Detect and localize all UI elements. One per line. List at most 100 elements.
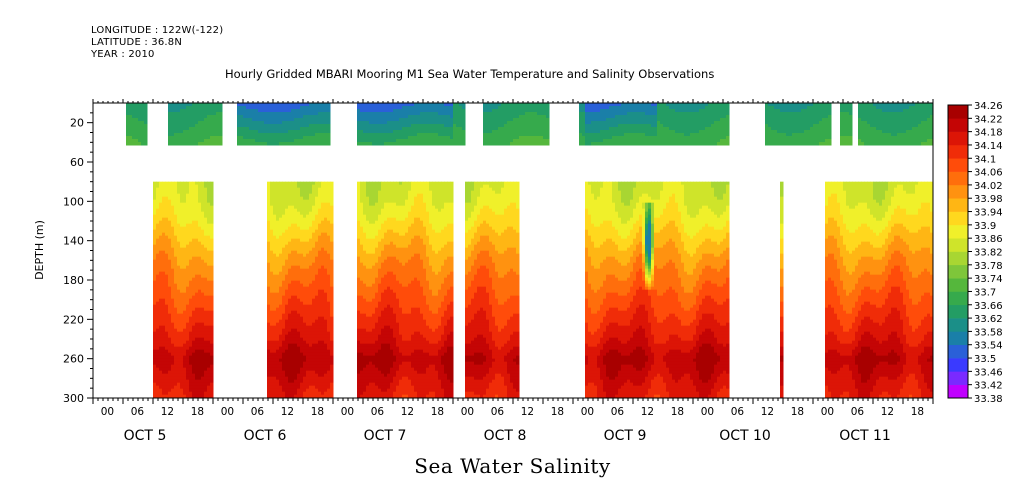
salinity-cell: [360, 187, 364, 192]
salinity-cell: [282, 355, 286, 360]
salinity-cell: [396, 253, 400, 258]
salinity-cell: [162, 358, 166, 363]
salinity-cell: [267, 271, 271, 276]
salinity-cell: [396, 391, 400, 396]
salinity-cell: [168, 226, 172, 231]
salinity-cell: [432, 259, 436, 264]
salinity-cell: [162, 286, 166, 291]
salinity-cell: [360, 244, 364, 249]
salinity-cell: [318, 202, 322, 207]
salinity-cell: [156, 202, 160, 207]
salinity-cell: [324, 388, 328, 393]
salinity-cell: [423, 217, 427, 222]
salinity-cell: [300, 187, 304, 192]
salinity-cell: [300, 373, 304, 378]
salinity-cell: [210, 322, 214, 327]
salinity-cell: [309, 259, 313, 264]
salinity-cell: [423, 358, 427, 363]
salinity-cell: [294, 280, 298, 285]
salinity-cell: [384, 250, 388, 255]
salinity-cell: [327, 256, 331, 261]
salinity-cell: [171, 391, 175, 396]
salinity-cell: [291, 289, 295, 294]
salinity-cell: [204, 280, 208, 285]
salinity-cell: [165, 196, 169, 201]
salinity-cell: [390, 358, 394, 363]
salinity-cell: [321, 370, 325, 375]
salinity-cell: [321, 379, 325, 384]
salinity-cell: [378, 391, 382, 396]
salinity-cell: [429, 340, 433, 345]
salinity-cell: [357, 367, 361, 372]
salinity-cell: [399, 223, 403, 228]
salinity-cell: [387, 211, 391, 216]
salinity-cell: [327, 370, 331, 375]
salinity-cell: [366, 193, 370, 198]
salinity-cell: [177, 310, 181, 315]
salinity-cell: [288, 364, 292, 369]
salinity-cell: [417, 265, 421, 270]
salinity-cell: [408, 298, 412, 303]
salinity-cell: [297, 259, 301, 264]
salinity-cell: [396, 238, 400, 243]
salinity-cell: [273, 340, 277, 345]
salinity-cell: [303, 361, 307, 366]
salinity-cell: [207, 361, 211, 366]
salinity-cell: [165, 229, 169, 234]
salinity-cell: [165, 367, 169, 372]
salinity-cell: [396, 394, 400, 398]
salinity-cell: [300, 310, 304, 315]
salinity-cell: [378, 361, 382, 366]
salinity-cell: [162, 382, 166, 387]
salinity-cell: [171, 241, 175, 246]
salinity-cell: [210, 223, 214, 228]
salinity-cell: [192, 271, 196, 276]
salinity-cell: [303, 229, 307, 234]
salinity-cell: [189, 202, 193, 207]
salinity-cell: [303, 214, 307, 219]
salinity-cell: [423, 319, 427, 324]
salinity-cell: [282, 268, 286, 273]
salinity-cell: [378, 280, 382, 285]
salinity-cell: [429, 229, 433, 234]
salinity-cell: [177, 328, 181, 333]
salinity-cell: [414, 322, 418, 327]
salinity-cell: [162, 277, 166, 282]
salinity-cell: [369, 361, 373, 366]
salinity-cell: [306, 196, 310, 201]
salinity-cell: [267, 295, 271, 300]
salinity-cell: [282, 199, 286, 204]
salinity-cell: [378, 268, 382, 273]
salinity-cell: [207, 196, 211, 201]
salinity-cell: [300, 256, 304, 261]
salinity-cell: [177, 358, 181, 363]
salinity-cell: [279, 283, 283, 288]
salinity-cell: [189, 274, 193, 279]
salinity-cell: [330, 226, 334, 231]
salinity-cell: [324, 199, 328, 204]
salinity-cell: [288, 274, 292, 279]
salinity-cell: [402, 280, 406, 285]
salinity-cell: [303, 322, 307, 327]
salinity-cell: [399, 292, 403, 297]
salinity-cell: [426, 358, 430, 363]
salinity-cell: [291, 211, 295, 216]
salinity-cell: [303, 310, 307, 315]
salinity-cell: [411, 274, 415, 279]
salinity-cell: [159, 277, 163, 282]
salinity-cell: [426, 304, 430, 309]
salinity-cell: [327, 283, 331, 288]
salinity-cell: [420, 244, 424, 249]
salinity-cell: [159, 364, 163, 369]
salinity-cell: [309, 220, 313, 225]
salinity-cell: [366, 205, 370, 210]
salinity-cell: [429, 181, 433, 186]
salinity-cell: [402, 229, 406, 234]
salinity-cell: [201, 181, 205, 186]
salinity-cell: [405, 292, 409, 297]
salinity-cell: [381, 382, 385, 387]
salinity-cell: [393, 352, 397, 357]
salinity-cell: [291, 343, 295, 348]
salinity-cell: [159, 373, 163, 378]
salinity-cell: [318, 289, 322, 294]
